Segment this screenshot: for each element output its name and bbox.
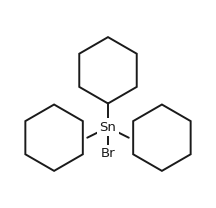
Text: Sn: Sn: [100, 121, 116, 134]
Text: Br: Br: [101, 146, 115, 160]
